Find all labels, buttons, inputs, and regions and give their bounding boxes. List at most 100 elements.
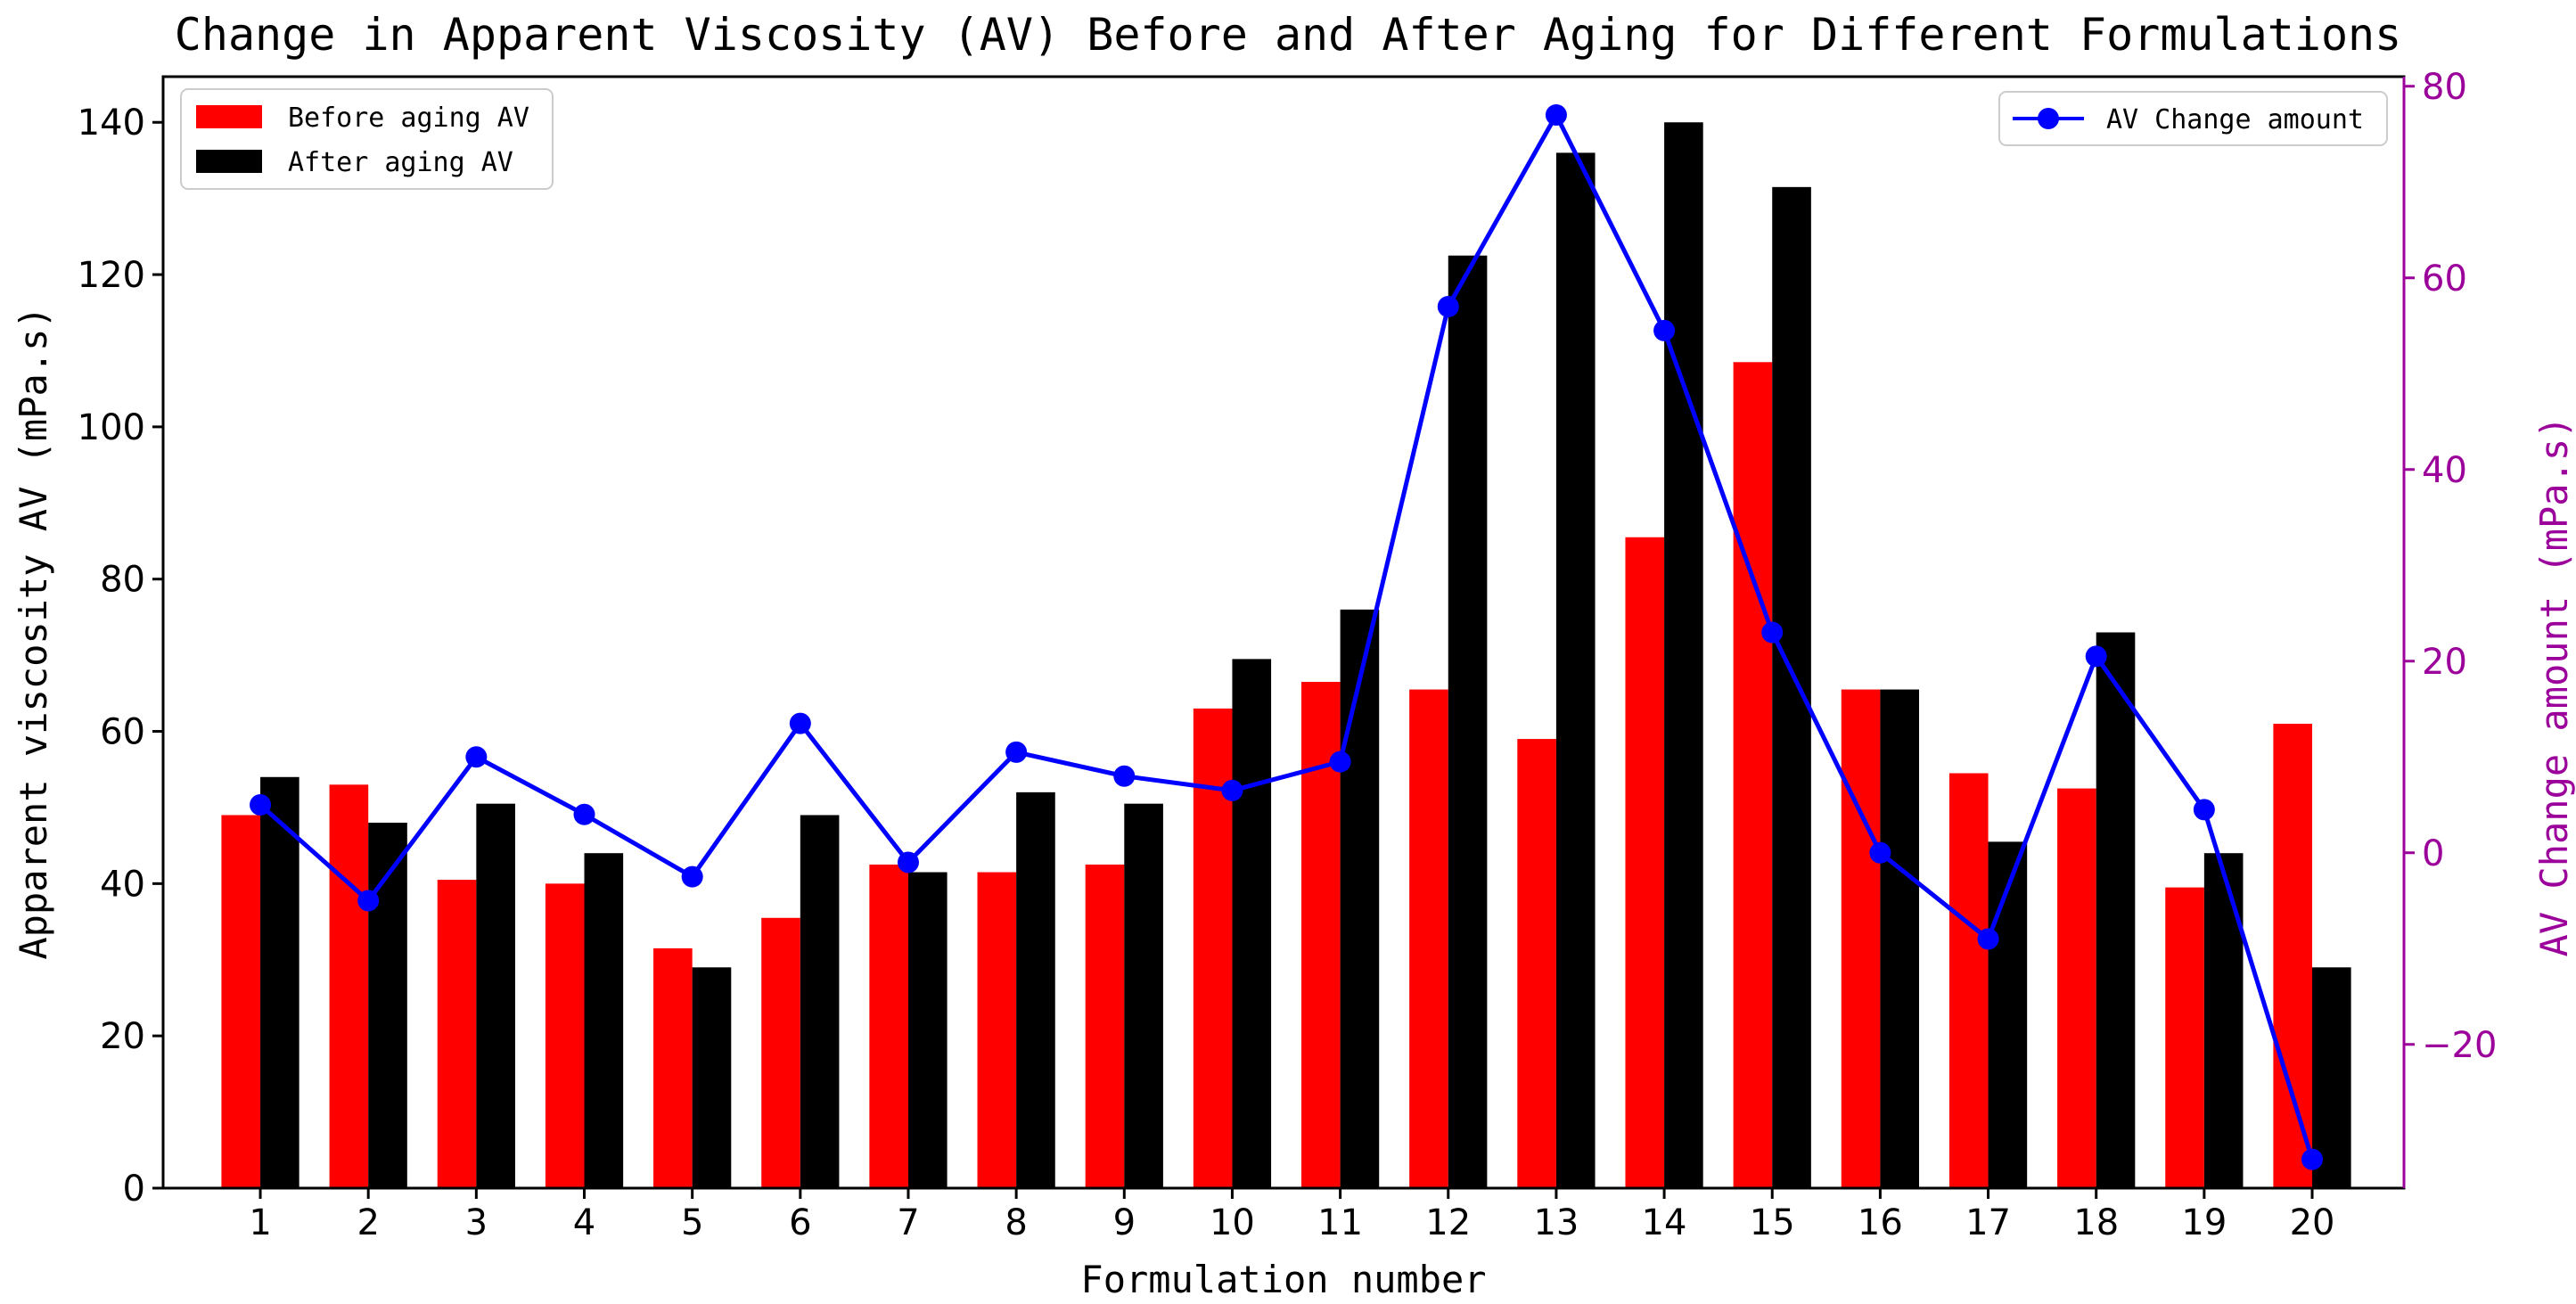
change-point-5 — [681, 865, 703, 888]
change-line-layer — [250, 104, 2324, 1170]
change-point-17 — [1977, 928, 1999, 950]
x-tick-label-4: 4 — [573, 1202, 595, 1243]
bar-after-4 — [584, 853, 624, 1188]
y-tick-label-20: 20 — [100, 1016, 145, 1057]
change-point-3 — [465, 746, 488, 768]
x-tick-label-18: 18 — [2073, 1202, 2119, 1243]
bar-after-9 — [1124, 803, 1163, 1188]
change-point-11 — [1329, 750, 1351, 773]
x-tick-label-16: 16 — [1858, 1202, 1903, 1243]
bar-after-2 — [368, 823, 407, 1188]
change-line — [258, 112, 2315, 1160]
bar-before-3 — [437, 880, 477, 1188]
x-tick-label-8: 8 — [1005, 1202, 1027, 1243]
y-tick-label-40: 40 — [100, 864, 145, 905]
change-point-12 — [1437, 296, 1459, 317]
change-point-10 — [1221, 779, 1243, 801]
bar-after-8 — [1016, 791, 1055, 1188]
legend-marker-sample — [2038, 108, 2059, 129]
x-tick-label-17: 17 — [1965, 1202, 2011, 1243]
chart-title: Change in Apparent Viscosity (AV) Before… — [175, 9, 2402, 61]
change-point-1 — [250, 794, 272, 816]
bar-after-11 — [1340, 609, 1380, 1188]
y2-tick-label--20: −20 — [2422, 1025, 2497, 1066]
x-tick-label-6: 6 — [789, 1202, 811, 1243]
bar-before-9 — [1085, 865, 1125, 1188]
x-tick-label-19: 19 — [2181, 1202, 2227, 1243]
bar-after-18 — [2096, 632, 2136, 1188]
x-tick-label-7: 7 — [897, 1202, 919, 1243]
bar-after-5 — [692, 967, 732, 1188]
legend-right-box — [1998, 91, 2388, 146]
x-axis-label: Formulation number — [1080, 1258, 1486, 1301]
y2-tick-label-0: 0 — [2422, 833, 2444, 874]
bar-before-17 — [1948, 773, 1989, 1188]
left-axis: 0 20 40 60 80 100 120 140 — [78, 103, 163, 1210]
x-tick-label-11: 11 — [1317, 1202, 1363, 1243]
change-point-20 — [2301, 1148, 2324, 1170]
change-point-15 — [1761, 621, 1784, 644]
bar-before-20 — [2273, 723, 2313, 1188]
change-point-4 — [573, 803, 595, 825]
x-tick-label-20: 20 — [2290, 1202, 2335, 1243]
legend-swatch-before — [196, 105, 262, 128]
bar-before-1 — [221, 815, 261, 1188]
legend-left: Before aging AV After aging AV — [180, 88, 554, 190]
change-point-2 — [357, 890, 380, 912]
change-point-6 — [789, 712, 811, 734]
y2-tick-label-20: 20 — [2422, 642, 2467, 683]
y-axis-label: Apparent viscosity AV (mPa.s) — [12, 306, 55, 959]
bar-after-16 — [1880, 689, 1920, 1188]
bar-after-17 — [1988, 841, 2028, 1188]
legend-label-after: After aging AV — [288, 147, 513, 178]
x-tick-label-9: 9 — [1113, 1202, 1136, 1243]
bar-before-14 — [1625, 537, 1665, 1188]
bars — [221, 122, 2351, 1188]
bar-before-12 — [1409, 689, 1448, 1188]
x-tick-label-3: 3 — [465, 1202, 488, 1243]
y2-axis-label: AV Change amount (mPa.s) — [2532, 416, 2576, 957]
bar-after-13 — [1555, 152, 1596, 1188]
change-point-18 — [2085, 645, 2107, 668]
y2-tick-label-80: 80 — [2422, 67, 2467, 108]
y-tick-label-80: 80 — [100, 560, 145, 601]
x-tick-label-2: 2 — [357, 1202, 379, 1243]
x-tick-label-13: 13 — [1533, 1202, 1579, 1243]
legend-label-change: AV Change amount — [2106, 104, 2364, 135]
legend-right: AV Change amount — [1998, 91, 2388, 146]
y-tick-label-120: 120 — [78, 255, 145, 296]
bar-before-19 — [2165, 887, 2204, 1188]
bar-before-4 — [545, 883, 585, 1188]
change-point-9 — [1113, 765, 1136, 787]
bar-after-3 — [476, 803, 515, 1188]
change-point-13 — [1545, 104, 1567, 126]
x-axis: 1 2 3 4 5 6 7 8 9 10 11 12 13 14 15 16 17 18 19 20 — [249, 1188, 2334, 1243]
change-point-8 — [1005, 741, 1028, 763]
legend-left-box — [180, 88, 554, 190]
change-point-19 — [2193, 799, 2215, 821]
bar-before-15 — [1733, 362, 1773, 1188]
x-tick-label-15: 15 — [1750, 1202, 1795, 1243]
bar-after-6 — [800, 815, 840, 1188]
bar-before-2 — [329, 784, 369, 1188]
bar-before-6 — [761, 917, 800, 1188]
change-point-16 — [1869, 841, 1891, 864]
change-point-7 — [897, 851, 919, 873]
legend-label-before: Before aging AV — [288, 103, 529, 134]
bar-before-5 — [653, 947, 693, 1188]
bar-before-13 — [1517, 739, 1556, 1188]
x-tick-label-1: 1 — [249, 1202, 271, 1243]
y-tick-label-140: 140 — [78, 103, 145, 144]
x-tick-label-14: 14 — [1642, 1202, 1687, 1243]
right-axis: −20 0 20 40 60 80 — [2402, 67, 2497, 1188]
y-tick-label-60: 60 — [100, 712, 145, 753]
bar-after-10 — [1232, 659, 1272, 1188]
bar-after-15 — [1772, 186, 1811, 1188]
y2-tick-label-60: 60 — [2422, 258, 2467, 299]
x-tick-label-5: 5 — [681, 1202, 703, 1243]
bar-after-1 — [260, 776, 299, 1188]
x-tick-label-12: 12 — [1425, 1202, 1471, 1243]
y2-tick-label-40: 40 — [2422, 450, 2467, 491]
bar-before-16 — [1841, 689, 1881, 1188]
